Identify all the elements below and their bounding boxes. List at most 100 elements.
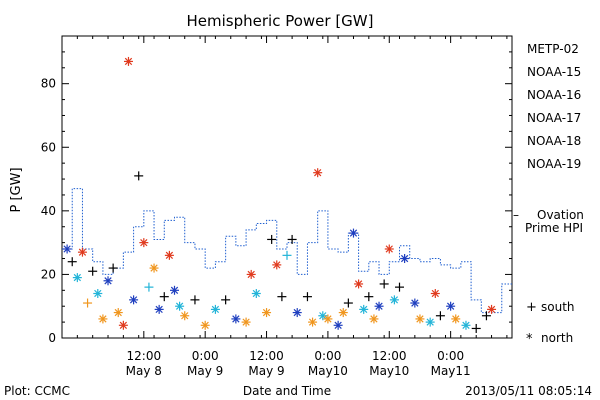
- data-point-south: [83, 298, 93, 308]
- data-point-north: [308, 317, 318, 327]
- data-point-south: [379, 279, 389, 289]
- data-point-south: [282, 250, 292, 260]
- x-tick-label-time: 12:00: [249, 349, 284, 363]
- data-point-north: [170, 285, 179, 295]
- ovation-hpi-series: [62, 188, 512, 314]
- x-tick-label-date: May 9: [187, 364, 223, 378]
- data-point-north: [359, 304, 369, 314]
- data-point-north: [93, 288, 103, 298]
- data-point-north: [451, 314, 461, 324]
- legend-ovation-line1: Ovation: [537, 208, 584, 222]
- data-point-north: [62, 244, 72, 254]
- data-point-south: [144, 282, 154, 292]
- data-point-south: [108, 263, 118, 273]
- data-point-north: [123, 56, 133, 66]
- x-tick-label-date: May10: [308, 364, 348, 378]
- x-axis-label: Date and Time: [243, 384, 331, 398]
- data-point-north: [354, 279, 364, 289]
- legend-item: NOAA-15: [527, 65, 581, 79]
- x-tick-label-time: 12:00: [127, 349, 162, 363]
- data-point-north: [241, 317, 251, 327]
- satellite-points: [62, 56, 497, 333]
- data-point-north: [292, 308, 302, 318]
- data-point-north: [487, 304, 497, 314]
- data-point-north: [210, 304, 220, 314]
- data-point-north: [231, 314, 241, 324]
- data-point-north: [338, 308, 348, 318]
- data-point-south: [159, 292, 169, 302]
- data-point-north: [149, 263, 159, 273]
- data-point-north: [77, 247, 87, 257]
- data-point-north: [246, 269, 256, 279]
- y-tick-label: 0: [48, 331, 56, 345]
- data-point-north: [251, 288, 261, 298]
- data-point-north: [103, 276, 113, 286]
- data-point-north: [272, 260, 282, 270]
- data-point-north: [164, 250, 174, 260]
- data-point-south: [88, 266, 98, 276]
- legend-ovation-dash: –: [513, 208, 519, 222]
- legend-ovation-line2: Prime HPI: [525, 221, 583, 235]
- legend-item: NOAA-16: [527, 88, 581, 102]
- data-point-north: [113, 308, 123, 318]
- data-point-north: [400, 254, 410, 264]
- data-point-north: [129, 295, 139, 305]
- data-point-north: [333, 320, 343, 330]
- y-axis-label: P [GW]: [9, 167, 24, 212]
- y-tick-label: 80: [41, 77, 56, 91]
- y-tick-label: 60: [41, 140, 56, 154]
- data-point-north: [323, 314, 333, 324]
- y-tick-label: 40: [41, 204, 56, 218]
- data-point-north: [384, 244, 394, 254]
- legend-north-label: north: [541, 331, 573, 345]
- legend-item: NOAA-19: [527, 157, 581, 171]
- data-point-north: [430, 288, 440, 298]
- data-point-north: [461, 320, 471, 330]
- y-axis: 0 20 40 60 80: [41, 35, 512, 345]
- data-point-south: [395, 282, 404, 292]
- x-tick-label-date: May11: [431, 364, 471, 378]
- legend-item: METP-02: [527, 42, 579, 56]
- data-point-north: [118, 320, 128, 330]
- plot-credit: Plot: CCMC: [4, 384, 70, 398]
- data-point-north: [200, 320, 210, 330]
- plot-area-frame: [61, 35, 513, 339]
- data-point-north: [425, 317, 435, 327]
- data-point-north: [410, 298, 420, 308]
- data-point-south: [471, 323, 481, 333]
- data-point-south: [134, 171, 144, 181]
- x-tick-label-time: 0:00: [192, 349, 219, 363]
- data-point-north: [415, 314, 425, 324]
- data-point-north: [180, 311, 190, 321]
- x-tick-label-date: May 9: [248, 364, 284, 378]
- data-point-south: [221, 295, 231, 305]
- x-tick-label-time: 0:00: [437, 349, 464, 363]
- data-point-north: [313, 168, 323, 178]
- data-point-south: [287, 234, 297, 244]
- data-point-north: [154, 304, 164, 314]
- x-tick-label-time: 0:00: [314, 349, 341, 363]
- data-point-north: [374, 301, 384, 311]
- data-point-south: [364, 292, 374, 302]
- data-point-north: [348, 228, 358, 238]
- data-point-north: [98, 314, 108, 324]
- x-tick-label-date: May 8: [126, 364, 162, 378]
- plot-timestamp: 2013/05/11 08:05:14: [465, 384, 592, 398]
- data-point-north: [446, 301, 456, 311]
- data-point-south: [302, 292, 312, 302]
- data-point-north: [369, 314, 379, 324]
- legend-satellites: METP-02 NOAA-15 NOAA-16 NOAA-17 NOAA-18 NOAA-…: [527, 42, 581, 171]
- chart-title: Hemispheric Power [GW]: [187, 12, 374, 30]
- x-tick-label-date: May10: [369, 364, 409, 378]
- legend-item: NOAA-17: [527, 111, 581, 125]
- data-point-south: [435, 311, 445, 321]
- data-point-north: [389, 295, 399, 305]
- data-point-south: [481, 311, 491, 321]
- legend-south-symbol: +: [526, 300, 537, 315]
- y-tick-label: 20: [41, 267, 56, 281]
- data-point-south: [190, 295, 200, 305]
- data-point-south: [343, 298, 353, 308]
- data-point-south: [67, 257, 77, 267]
- legend-item: NOAA-18: [527, 134, 581, 148]
- data-point-south: [267, 234, 277, 244]
